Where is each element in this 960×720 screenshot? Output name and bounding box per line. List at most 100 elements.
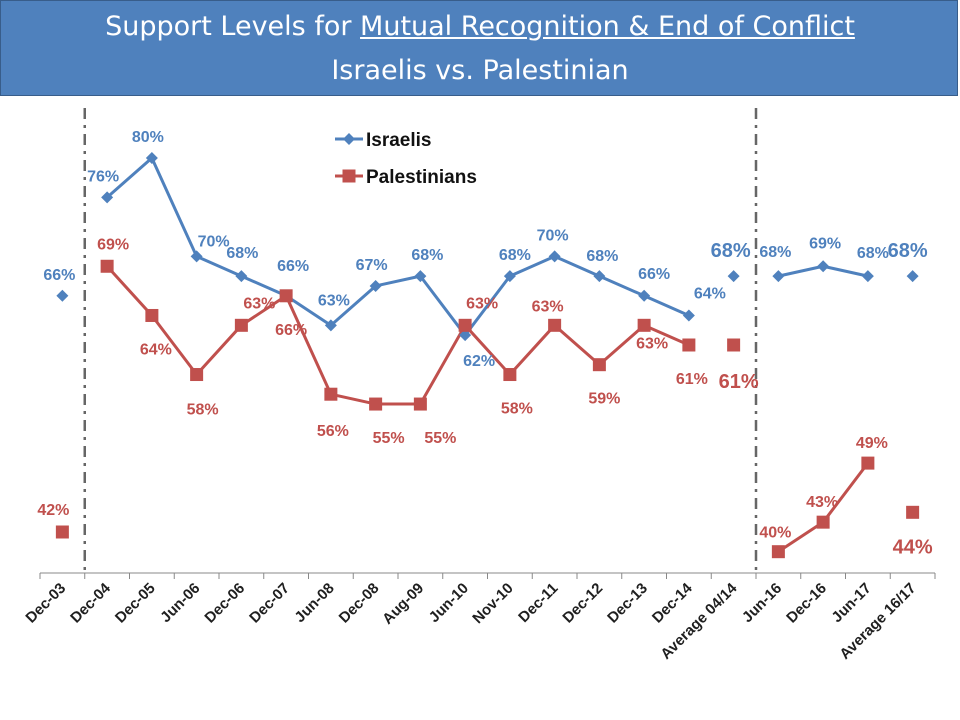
israelis-point	[772, 270, 785, 283]
israelis-data-label: 64%	[694, 285, 726, 302]
israelis-point	[727, 270, 740, 283]
palestinians-data-label: 59%	[588, 391, 620, 408]
israelis-data-label: 66%	[43, 267, 75, 284]
palestinians-data-label: 63%	[636, 335, 668, 352]
palestinians-point	[279, 289, 293, 303]
israelis-point	[638, 289, 651, 302]
israelis-point	[861, 270, 874, 283]
palestinians-data-label: 63%	[243, 295, 275, 312]
palestinians-data-label: 61%	[676, 371, 708, 388]
x-tick-label: Dec-07	[246, 580, 293, 627]
x-tick-label: Average 04/14	[657, 579, 740, 662]
palestinians-point	[413, 397, 427, 411]
israelis-data-label: 68%	[759, 244, 791, 261]
palestinians-data-label: 64%	[140, 341, 172, 358]
palestinians-data-label: 43%	[806, 494, 838, 511]
palestinians-data-label: 56%	[317, 423, 349, 440]
israelis-data-label: 70%	[537, 227, 569, 244]
x-tick-label: Dec-05	[112, 580, 159, 627]
israelis-point	[190, 250, 203, 263]
palestinians-point	[503, 368, 517, 382]
israelis-data-label: 66%	[638, 266, 670, 283]
palestinians-data-label: 69%	[97, 236, 129, 253]
palestinians-line	[106, 265, 690, 406]
israelis-data-label: 67%	[356, 257, 388, 274]
palestinians-data-label: 63%	[466, 295, 498, 312]
israelis-data-label: 68%	[857, 245, 889, 262]
israelis-point	[414, 270, 427, 283]
palestinians-point	[906, 505, 920, 519]
palestinians-point	[369, 397, 383, 411]
palestinians-data-label: 55%	[373, 430, 405, 447]
israelis-point	[145, 152, 158, 164]
palestinians-point	[55, 525, 69, 539]
israelis-data-label: 68%	[711, 240, 751, 262]
x-tick-label: Jun-16	[739, 580, 785, 626]
israelis-point	[101, 191, 114, 204]
palestinians-data-label: 40%	[759, 525, 791, 542]
palestinians-point	[145, 308, 159, 322]
israelis-data-label: 80%	[132, 129, 164, 146]
palestinians-data-label: 58%	[501, 401, 533, 418]
palestinians-data-label: 55%	[424, 430, 456, 447]
israelis-point	[459, 329, 472, 342]
israelis-data-label: 68%	[411, 247, 443, 264]
israelis-point	[324, 319, 337, 332]
title-banner: Support Levels for Mutual Recognition & …	[0, 0, 958, 96]
x-tick-label: Dec-04	[67, 579, 114, 626]
x-tick-label: Aug-09	[379, 580, 427, 628]
palestinians-data-label: 49%	[856, 435, 888, 452]
palestinians-data-label: 61%	[719, 371, 759, 393]
israelis-point	[817, 260, 830, 273]
israelis-data-label: 68%	[586, 248, 618, 265]
x-tick-label: Dec-03	[22, 580, 69, 627]
israelis-data-label: 69%	[809, 235, 841, 252]
x-tick-label: Nov-10	[469, 580, 516, 627]
israelis-data-label: 68%	[499, 247, 531, 264]
israelis-point	[548, 250, 561, 263]
israelis-data-label: 63%	[318, 292, 350, 309]
palestinians-point	[771, 545, 785, 559]
x-tick-label: Dec-06	[201, 580, 248, 627]
x-tick-label: Jun-08	[291, 580, 337, 626]
x-tick-label: Dec-13	[604, 580, 651, 627]
palestinians-point	[190, 368, 204, 382]
legend-marker-palestinians	[342, 169, 356, 183]
israelis-point	[235, 270, 248, 283]
x-tick-label: Jun-06	[157, 580, 203, 626]
israelis-point	[906, 270, 919, 283]
palestinians-point	[458, 318, 472, 332]
palestinians-point	[637, 318, 651, 332]
israelis-line	[106, 156, 690, 337]
title-prefix: Support Levels for	[105, 11, 361, 42]
palestinians-point	[592, 358, 606, 372]
israelis-data-label: 70%	[198, 233, 230, 250]
legend-label-israelis: Israelis	[366, 130, 432, 151]
israelis-data-label: 68%	[888, 240, 928, 262]
chart-title: Support Levels for Mutual Recognition & …	[1, 11, 959, 42]
israelis-point	[56, 289, 69, 302]
x-tick-label: Jun-10	[426, 580, 472, 626]
x-tick-label: Dec-16	[783, 580, 830, 627]
palestinians-point	[861, 456, 875, 470]
israelis-point	[682, 309, 695, 322]
israelis-point	[593, 270, 606, 283]
israelis-point	[503, 270, 516, 283]
title-topic: Mutual Recognition & End of Conflict	[360, 11, 855, 42]
palestinians-data-label: 58%	[187, 402, 219, 419]
palestinians-point	[816, 515, 830, 529]
palestinians-point	[324, 387, 338, 401]
palestinians-point	[100, 259, 114, 273]
chart-subtitle: Israelis vs. Palestinian	[331, 55, 629, 86]
israelis-data-label: 76%	[87, 168, 119, 185]
israelis-data-label: 68%	[226, 245, 258, 262]
legend-label-palestinians: Palestinians	[366, 167, 477, 188]
palestinians-data-label: 44%	[893, 536, 933, 558]
x-tick-label: Dec-08	[336, 580, 383, 627]
palestinians-point	[682, 338, 696, 352]
israelis-data-label: 62%	[463, 353, 495, 370]
palestinians-data-label: 42%	[37, 502, 69, 519]
x-tick-label: Dec-11	[515, 580, 561, 626]
israelis-point	[369, 279, 382, 292]
